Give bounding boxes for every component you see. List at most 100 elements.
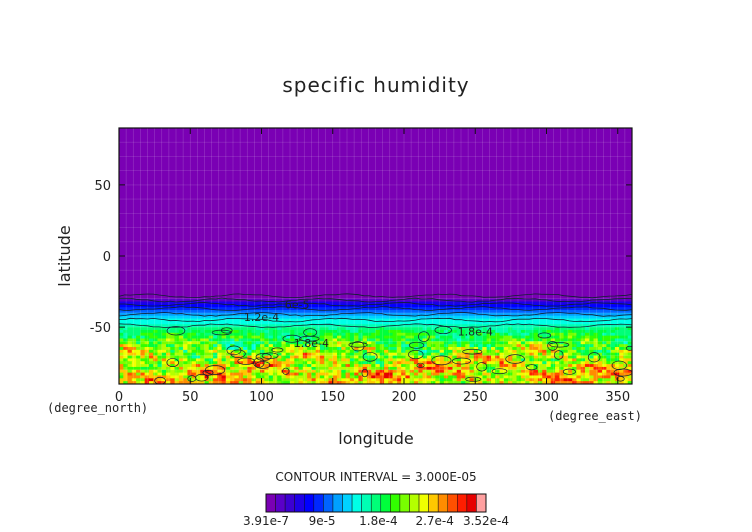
field-cell — [354, 236, 359, 240]
field-cell — [490, 187, 496, 192]
field-cell — [187, 162, 193, 166]
field-cell — [298, 128, 304, 132]
field-cell — [623, 227, 629, 231]
field-cell — [260, 227, 265, 231]
field-cell — [503, 241, 509, 246]
field-cell — [597, 184, 603, 189]
field-cell — [448, 179, 454, 183]
field-cell — [221, 130, 227, 135]
field-cell — [486, 173, 492, 177]
field-cell — [550, 210, 556, 214]
field-cell — [307, 147, 312, 152]
field-cell — [187, 190, 193, 195]
field-cell — [503, 164, 509, 169]
field-cell — [161, 244, 167, 249]
field-cell — [319, 179, 325, 183]
field-cell — [349, 241, 355, 246]
field-cell — [127, 184, 133, 189]
field-cell — [520, 187, 526, 192]
field-cell — [366, 130, 372, 135]
field-cell — [431, 179, 436, 183]
field-cell — [375, 187, 381, 192]
field-cell — [589, 199, 595, 203]
field-cell — [542, 210, 548, 214]
field-cell — [516, 224, 522, 229]
field-cell — [520, 128, 526, 132]
field-cell — [366, 187, 372, 192]
field-cell — [183, 227, 188, 231]
field-cell — [418, 187, 424, 192]
field-cell — [555, 145, 560, 149]
field-cell — [614, 136, 620, 140]
field-cell — [478, 153, 483, 158]
field-cell — [465, 219, 471, 223]
field-cell — [195, 133, 201, 138]
field-cell — [127, 199, 133, 203]
field-cell — [465, 213, 471, 217]
field-cell — [563, 184, 569, 189]
field-cell — [619, 133, 625, 138]
field-cell — [426, 153, 432, 158]
field-cell — [358, 236, 364, 240]
field-cell — [208, 176, 214, 180]
field-cell — [593, 179, 599, 183]
field-cell — [495, 179, 501, 183]
field-cell — [516, 173, 522, 177]
field-cell — [136, 199, 141, 203]
field-cell — [413, 184, 419, 189]
field-cell — [371, 216, 377, 220]
field-cell — [572, 184, 578, 189]
field-cell — [384, 176, 389, 180]
field-cell — [567, 216, 573, 220]
field-cell — [148, 130, 154, 135]
field-cell — [358, 130, 364, 135]
field-cell — [153, 207, 159, 212]
field-cell — [174, 201, 180, 206]
field-cell — [161, 233, 167, 237]
field-cell — [148, 145, 154, 149]
field-cell — [525, 156, 530, 160]
field-cell — [405, 196, 411, 200]
field-cell — [277, 170, 283, 175]
field-cell — [559, 204, 565, 209]
field-cell — [392, 162, 398, 166]
field-cell — [251, 204, 257, 209]
field-cell — [439, 187, 445, 192]
field-cell — [178, 159, 184, 163]
field-cell — [610, 216, 616, 220]
field-cell — [542, 128, 548, 132]
field-cell — [354, 207, 359, 212]
field-cell — [602, 156, 607, 160]
field-cell — [337, 187, 342, 192]
field-cell — [191, 182, 197, 186]
field-cell — [302, 142, 308, 146]
field-cell — [191, 187, 197, 192]
field-cell — [537, 241, 543, 246]
field-cell — [606, 167, 612, 172]
field-cell — [426, 173, 432, 177]
field-cell — [204, 219, 210, 223]
field-cell — [452, 221, 458, 226]
field-cell — [251, 164, 257, 169]
field-cell — [264, 190, 270, 195]
field-cell — [405, 216, 411, 220]
field-cell — [204, 213, 210, 217]
field-cell — [418, 170, 424, 175]
field-cell — [431, 153, 436, 158]
field-cell — [435, 130, 441, 135]
field-cell — [379, 236, 385, 240]
field-cell — [328, 210, 334, 214]
field-cell — [572, 236, 578, 240]
field-cell — [170, 213, 176, 217]
field-cell — [200, 176, 206, 180]
field-cell — [384, 224, 389, 229]
field-cell — [307, 150, 312, 155]
field-cell — [362, 142, 368, 146]
field-cell — [260, 244, 265, 249]
field-cell — [319, 128, 325, 132]
field-cell — [572, 193, 578, 197]
field-cell — [431, 224, 436, 229]
field-cell — [255, 187, 261, 192]
field-cell — [272, 182, 278, 186]
field-cell — [486, 170, 492, 175]
